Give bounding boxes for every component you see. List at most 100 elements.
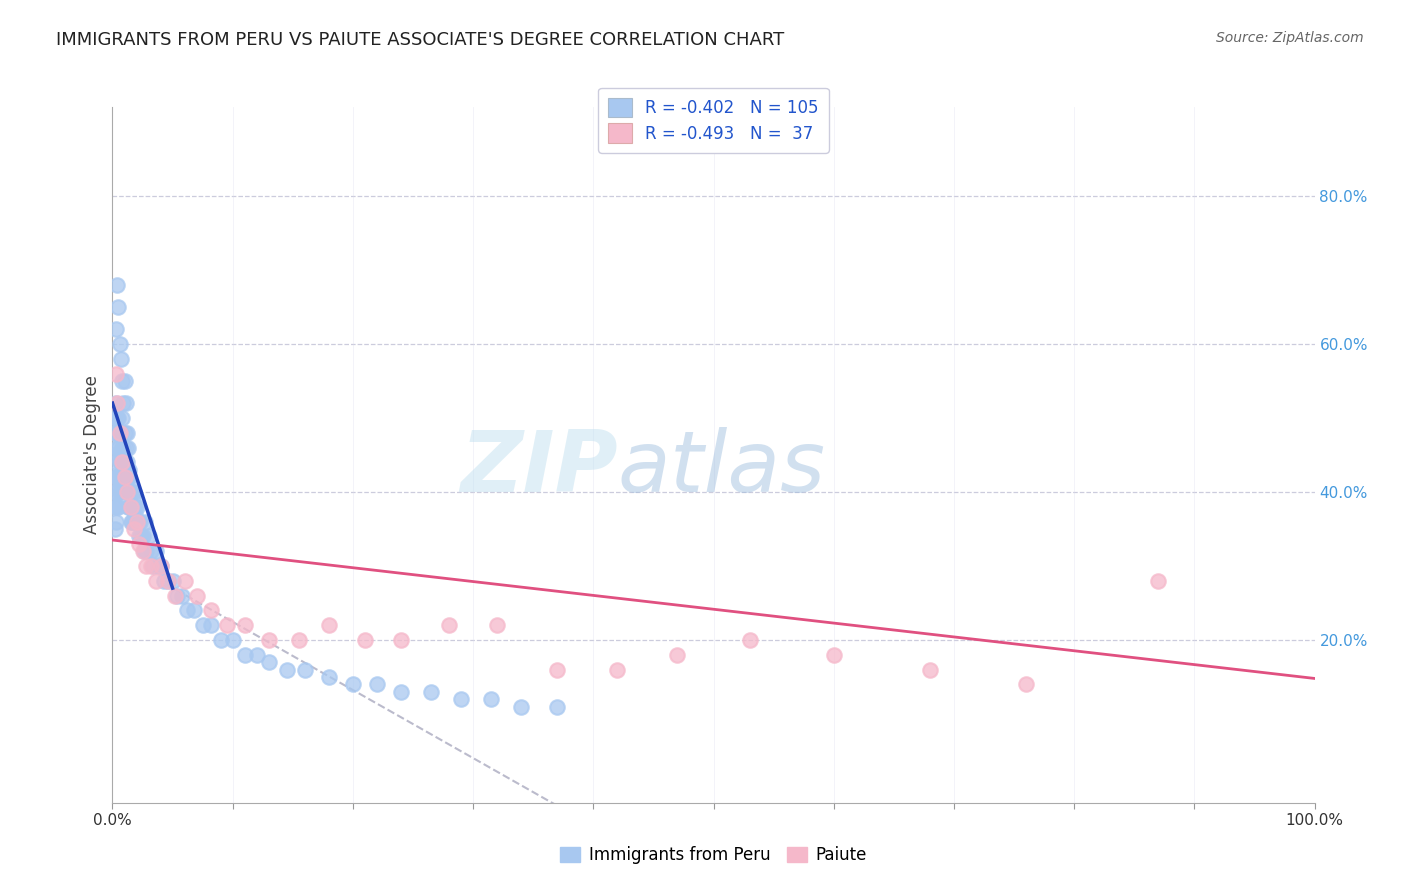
- Point: [294, 663, 316, 677]
- Point: [110, 425, 132, 440]
- Point: [105, 484, 128, 499]
- Point: [127, 515, 149, 529]
- Point: [139, 558, 162, 573]
- Point: [510, 699, 533, 714]
- Point: [156, 574, 179, 588]
- Point: [110, 351, 132, 366]
- Point: [124, 500, 146, 514]
- Point: [191, 618, 214, 632]
- Point: [120, 484, 142, 499]
- Point: [146, 558, 169, 573]
- Point: [105, 441, 128, 455]
- Point: [156, 574, 179, 588]
- Point: [105, 396, 128, 410]
- Point: [118, 500, 141, 514]
- Text: ZIP: ZIP: [460, 427, 617, 510]
- Point: [122, 500, 145, 514]
- Point: [105, 515, 128, 529]
- Point: [173, 574, 195, 588]
- Text: Source: ZipAtlas.com: Source: ZipAtlas.com: [1216, 31, 1364, 45]
- Legend: Immigrants from Peru, Paiute: Immigrants from Peru, Paiute: [554, 839, 873, 871]
- Point: [145, 544, 167, 558]
- Point: [103, 425, 125, 440]
- Point: [389, 632, 412, 647]
- Point: [128, 529, 150, 543]
- Point: [823, 648, 845, 662]
- Point: [342, 677, 364, 691]
- Point: [121, 484, 143, 499]
- Point: [138, 529, 160, 543]
- Point: [142, 558, 165, 573]
- Point: [108, 484, 131, 499]
- Point: [606, 663, 628, 677]
- Text: atlas: atlas: [617, 427, 825, 510]
- Point: [107, 300, 129, 314]
- Point: [114, 374, 136, 388]
- Point: [149, 558, 172, 573]
- Y-axis label: Associate's Degree: Associate's Degree: [83, 376, 101, 534]
- Point: [118, 470, 141, 484]
- Point: [111, 441, 134, 455]
- Point: [183, 603, 205, 617]
- Point: [389, 685, 412, 699]
- Point: [105, 425, 128, 440]
- Point: [110, 484, 132, 499]
- Point: [111, 470, 134, 484]
- Point: [233, 618, 256, 632]
- Point: [103, 470, 125, 484]
- Point: [115, 455, 138, 469]
- Point: [209, 632, 232, 647]
- Point: [120, 500, 142, 514]
- Point: [486, 618, 509, 632]
- Point: [114, 425, 136, 440]
- Point: [114, 484, 136, 499]
- Point: [162, 574, 184, 588]
- Point: [479, 692, 502, 706]
- Point: [115, 425, 138, 440]
- Point: [122, 492, 145, 507]
- Point: [131, 529, 153, 543]
- Point: [738, 632, 761, 647]
- Point: [117, 441, 139, 455]
- Point: [107, 411, 129, 425]
- Point: [121, 515, 143, 529]
- Point: [122, 484, 145, 499]
- Point: [366, 677, 388, 691]
- Point: [166, 589, 188, 603]
- Point: [108, 455, 131, 469]
- Point: [114, 455, 136, 469]
- Point: [108, 337, 131, 351]
- Point: [222, 632, 245, 647]
- Point: [1015, 677, 1038, 691]
- Point: [104, 448, 127, 462]
- Point: [546, 663, 568, 677]
- Point: [257, 655, 280, 669]
- Point: [104, 522, 127, 536]
- Point: [318, 670, 340, 684]
- Point: [125, 515, 148, 529]
- Point: [200, 618, 222, 632]
- Point: [288, 632, 311, 647]
- Point: [1147, 574, 1170, 588]
- Point: [117, 470, 139, 484]
- Point: [420, 685, 443, 699]
- Point: [139, 544, 162, 558]
- Point: [135, 558, 157, 573]
- Point: [215, 618, 238, 632]
- Point: [118, 463, 141, 477]
- Point: [105, 411, 128, 425]
- Point: [105, 277, 128, 292]
- Point: [111, 455, 134, 469]
- Point: [105, 396, 128, 410]
- Point: [114, 396, 136, 410]
- Point: [122, 522, 145, 536]
- Point: [104, 411, 127, 425]
- Point: [129, 515, 152, 529]
- Point: [186, 589, 208, 603]
- Point: [354, 632, 377, 647]
- Point: [105, 322, 128, 336]
- Point: [105, 500, 128, 514]
- Point: [145, 574, 167, 588]
- Point: [131, 529, 153, 543]
- Point: [135, 544, 157, 558]
